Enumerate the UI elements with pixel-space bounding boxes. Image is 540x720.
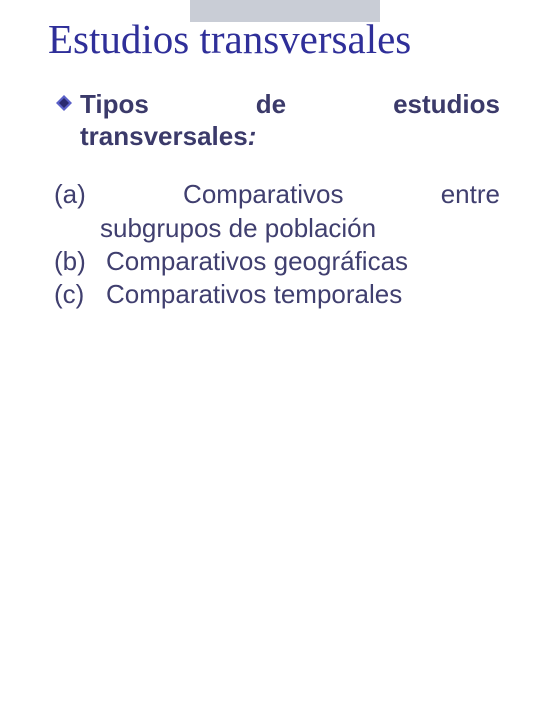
bullet-word: transversales xyxy=(80,121,248,151)
bullet-word: Tipos xyxy=(80,89,149,119)
top-decor-bar xyxy=(190,0,380,22)
list-word: Comparativos xyxy=(183,178,343,211)
list-text: Comparativos geográficas xyxy=(106,245,500,278)
list-text: Comparativos temporales xyxy=(106,278,500,311)
list-line2: subgrupos de población xyxy=(54,212,500,245)
bullet-word: de xyxy=(256,89,286,119)
list-item-c: (c) Comparativos temporales xyxy=(54,278,500,311)
list-label: (a) xyxy=(54,178,86,211)
list: (a) Comparativos entre subgrupos de pobl… xyxy=(54,178,500,311)
bullet-text: Tipos de estudios transversales: xyxy=(80,89,500,152)
diamond-icon xyxy=(56,95,72,116)
slide-content: Estudios transversales Tipos de estudios… xyxy=(0,0,540,312)
bullet-item: Tipos de estudios transversales: xyxy=(56,89,500,152)
slide-title: Estudios transversales xyxy=(48,18,500,61)
bullet-word: estudios xyxy=(393,89,500,119)
list-label: (b) xyxy=(54,245,106,278)
list-item-a: (a) Comparativos entre subgrupos de pobl… xyxy=(54,178,500,245)
bullet-colon: : xyxy=(248,121,257,151)
list-item-b: (b) Comparativos geográficas xyxy=(54,245,500,278)
list-label: (c) xyxy=(54,278,106,311)
list-word: entre xyxy=(441,178,500,211)
